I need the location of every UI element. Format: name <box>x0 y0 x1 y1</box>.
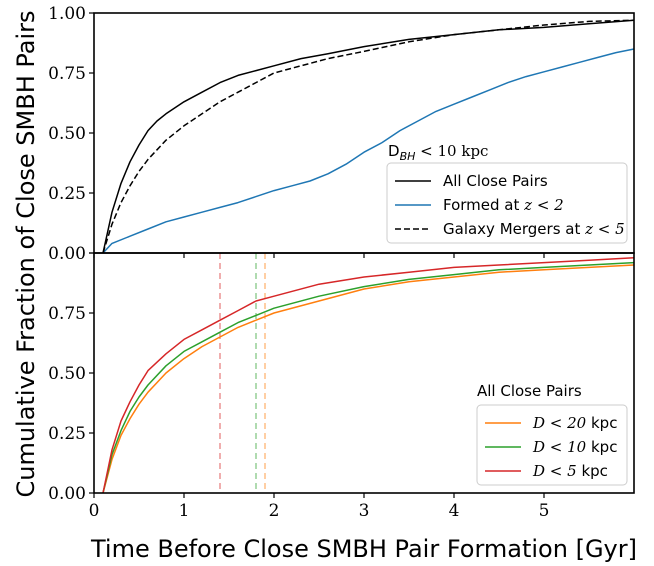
x-tick-label-5: 5 <box>539 501 550 521</box>
chart-series <box>102 19 635 494</box>
legend-label-top-0: All Close Pairs <box>443 172 548 190</box>
series-line-bottom-2 <box>102 257 635 494</box>
x-tick-label-4: 4 <box>449 501 460 521</box>
chart-guides <box>219 253 266 493</box>
y-tick-label-top-1: 0.25 <box>48 184 86 204</box>
y-tick-label-bottom-2: 0.50 <box>48 364 86 384</box>
y-axis-label: Cumulative Fraction of Close SMBH Pairs <box>12 10 40 497</box>
legend-label-bottom-2: D < 5 kpc <box>532 462 608 480</box>
series-line-bottom-0 <box>102 264 635 494</box>
y-tick-label-top-3: 0.75 <box>48 64 86 84</box>
y-tick-label-top-0: 0.00 <box>48 244 86 264</box>
series-line-top-0 <box>102 19 635 254</box>
series-line-top-2 <box>102 19 635 254</box>
legend-title-bottom: All Close Pairs <box>477 382 582 400</box>
y-tick-label-bottom-1: 0.25 <box>48 424 86 444</box>
legend-box-bottom <box>476 404 628 486</box>
legend-box-top <box>386 162 628 244</box>
series-line-bottom-1 <box>102 261 635 494</box>
x-tick-label-3: 3 <box>359 501 370 521</box>
legend-label-bottom-1: D < 10 kpc <box>532 438 617 456</box>
y-tick-label-bottom-3: 0.75 <box>48 304 86 324</box>
x-axis-label: Time Before Close SMBH Pair Formation [G… <box>90 535 637 563</box>
legend-label-top-1: Formed at z < 2 <box>443 196 564 214</box>
y-tick-label-bottom-0: 0.00 <box>48 484 86 504</box>
chart-legends: DBH < 10 kpc All Close Pairs Formed at z <… <box>386 142 628 486</box>
x-tick-label-1: 1 <box>179 501 190 521</box>
legend-label-top-2: Galaxy Mergers at z < 5 <box>443 220 625 238</box>
y-tick-label-top-4: 1.00 <box>48 4 86 24</box>
legend-label-bottom-0: D < 20 kpc <box>532 414 617 432</box>
y-tick-label-top-2: 0.50 <box>48 124 86 144</box>
x-tick-label-0: 0 <box>89 501 100 521</box>
chart-axes: 0.00 0.25 0.50 0.75 1.00 0.00 0.25 0.50 0.75 0 1 2 3… <box>48 4 635 521</box>
x-tick-label-2: 2 <box>269 501 280 521</box>
legend-title-top: DBH < 10 kpc <box>388 142 488 163</box>
series-line-top-1 <box>102 48 635 254</box>
